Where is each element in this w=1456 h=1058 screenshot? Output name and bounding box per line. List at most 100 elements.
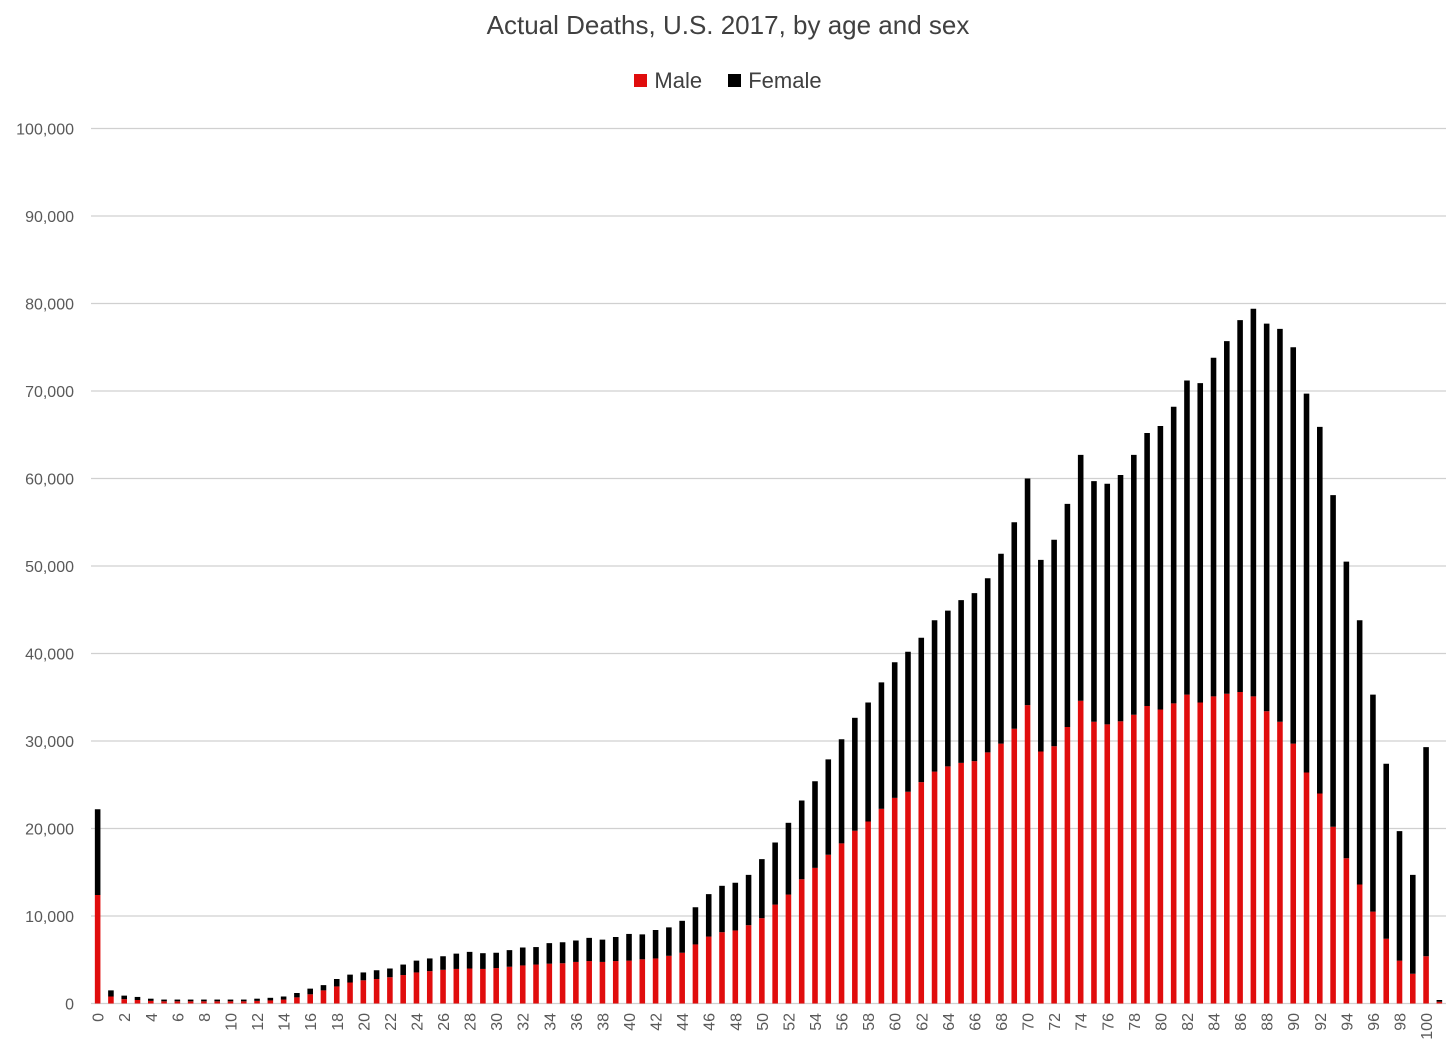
- chart-title: Actual Deaths, U.S. 2017, by age and sex: [486, 10, 970, 40]
- bar-male: [1117, 721, 1124, 1004]
- bar-female: [134, 996, 141, 1000]
- bar-female: [227, 999, 234, 1002]
- bar-male: [1343, 858, 1350, 1004]
- x-tick-label: 66: [967, 1013, 984, 1031]
- bar-female: [413, 960, 420, 973]
- y-tick-label: 10,000: [25, 909, 74, 926]
- bar-male: [1423, 956, 1429, 1004]
- bar-female: [1436, 1000, 1443, 1002]
- bar-female: [1197, 383, 1204, 703]
- legend-swatch-female: [728, 74, 742, 87]
- bar-female: [1356, 620, 1363, 885]
- bar-female: [214, 999, 220, 1002]
- bar-female: [1317, 426, 1323, 794]
- x-tick-label: 14: [277, 1013, 294, 1031]
- x-tick-label: 90: [1286, 1013, 1303, 1031]
- bar-male: [134, 1000, 141, 1004]
- x-tick-label: 64: [941, 1013, 958, 1031]
- bar-male: [1170, 703, 1177, 1004]
- x-tick-label: 52: [781, 1013, 798, 1031]
- bar-female: [373, 970, 380, 979]
- bar-male: [121, 999, 128, 1004]
- bar-male: [812, 867, 818, 1004]
- bar-female: [812, 781, 818, 868]
- bar-male: [1250, 696, 1257, 1004]
- bar-female: [878, 682, 885, 809]
- x-tick-label: 100: [1419, 1013, 1436, 1040]
- bar-male: [971, 761, 978, 1004]
- bar-female: [1263, 323, 1270, 712]
- bar-male: [1038, 751, 1044, 1004]
- bar-female: [891, 662, 898, 798]
- bar-male: [1396, 960, 1403, 1004]
- bar-female: [1117, 475, 1124, 722]
- bar-female: [785, 822, 792, 895]
- bar-male: [161, 1001, 167, 1004]
- x-tick-label: 36: [569, 1013, 586, 1031]
- bar-male: [453, 968, 460, 1004]
- bar-male: [1091, 721, 1097, 1004]
- bar-female: [852, 717, 858, 831]
- x-tick-label: 78: [1127, 1013, 1144, 1031]
- bar-male: [1064, 727, 1071, 1004]
- bar-female: [493, 952, 499, 969]
- bar-male: [905, 791, 911, 1004]
- bar-female: [1210, 357, 1217, 697]
- bar-male: [759, 918, 765, 1004]
- bar-male: [984, 752, 991, 1004]
- bar-male: [838, 843, 845, 1004]
- bar-male: [227, 1001, 234, 1004]
- bar-male: [1104, 724, 1111, 1004]
- bar-female: [573, 940, 579, 962]
- bar-female: [400, 964, 406, 976]
- bar-female: [1184, 380, 1190, 695]
- bar-female: [705, 894, 712, 937]
- y-tick-label: 100,000: [16, 122, 74, 139]
- x-tick-label: 16: [303, 1013, 320, 1031]
- bar-male: [599, 961, 606, 1004]
- legend-item-female: Female: [728, 68, 822, 94]
- bars: [94, 308, 1443, 1004]
- bar-male: [825, 854, 832, 1004]
- bar-male: [1317, 793, 1323, 1004]
- x-tick-label: 54: [808, 1013, 825, 1031]
- bar-female: [865, 702, 871, 822]
- legend: Male Female: [0, 68, 1456, 94]
- bar-female: [440, 956, 446, 970]
- x-tick-label: 44: [675, 1013, 692, 1031]
- bar-female: [1011, 522, 1018, 729]
- bar-female: [546, 943, 553, 964]
- x-tick-label: 38: [595, 1013, 612, 1031]
- bar-male: [1224, 693, 1230, 1004]
- bar-female: [945, 610, 951, 767]
- bar-male: [573, 961, 579, 1004]
- bar-female: [1277, 328, 1283, 722]
- bar-male: [865, 821, 871, 1004]
- y-tick-label: 20,000: [25, 822, 74, 839]
- x-tick-label: 48: [728, 1013, 745, 1031]
- bar-male: [320, 990, 327, 1004]
- x-tick-label: 58: [861, 1013, 878, 1031]
- x-tick-label: 42: [649, 1013, 666, 1031]
- bar-female: [360, 972, 367, 981]
- y-tick-label: 50,000: [25, 559, 74, 576]
- bar-female: [1157, 426, 1164, 710]
- bar-male: [480, 968, 486, 1004]
- bar-female: [254, 998, 260, 1001]
- y-axis-tick-labels: 0 10,000 20,000 30,000 40,000 50,000 60,000 70,…: [16, 122, 74, 1014]
- bar-female: [1303, 393, 1310, 773]
- bar-male: [772, 904, 778, 1004]
- x-tick-label: 76: [1100, 1013, 1117, 1031]
- bar-male: [440, 969, 446, 1004]
- x-tick-label: 94: [1339, 1013, 1356, 1031]
- x-tick-label: 72: [1047, 1013, 1064, 1031]
- x-tick-label: 80: [1153, 1013, 1170, 1031]
- bar-male: [1277, 721, 1283, 1004]
- bar-female: [798, 800, 805, 880]
- bar-female: [1144, 433, 1150, 706]
- bar-male: [692, 944, 699, 1004]
- x-tick-label: 84: [1207, 1013, 1224, 1031]
- y-tick-label: 0: [65, 997, 74, 1014]
- x-tick-label: 10: [223, 1013, 240, 1031]
- bar-female: [666, 927, 672, 956]
